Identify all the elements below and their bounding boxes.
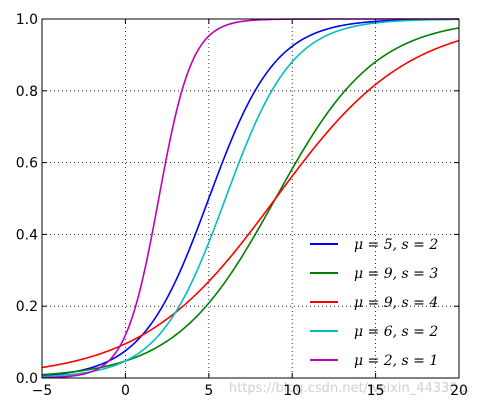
y-tick-label: 0.8 xyxy=(16,84,38,100)
y-tick-label: 0.6 xyxy=(16,156,38,172)
x-tick-label: 5 xyxy=(204,383,213,399)
y-tick-label: 1.0 xyxy=(16,12,38,28)
series-line xyxy=(41,18,460,377)
axis-ticks: −5 0 5 10 15 20 0.0 0.2 0.4 0.6 0.8 1.0 xyxy=(16,12,468,399)
watermark-text: https://blog.csdn.net/weixin_44330... xyxy=(229,381,470,396)
y-tick-label: 0.2 xyxy=(16,299,38,315)
series-line xyxy=(41,39,460,369)
x-tick-label: 10 xyxy=(283,383,301,399)
legend-label: μ = 2, s = 1 xyxy=(354,353,438,369)
x-tick-label: 0 xyxy=(121,383,130,399)
plot-frame xyxy=(41,18,460,379)
legend-label: μ = 5, s = 2 xyxy=(354,237,438,253)
legend: μ = 5, s = 2 μ = 9, s = 3 μ = 9, s = 4 μ = … xyxy=(310,237,438,369)
x-tick-label: 15 xyxy=(367,383,385,399)
y-tick-label: 0.0 xyxy=(16,371,38,387)
x-tick-label: 20 xyxy=(450,383,468,399)
grid xyxy=(42,19,459,378)
series-line xyxy=(41,18,460,378)
y-tick-label: 0.4 xyxy=(16,227,38,243)
legend-label: μ = 6, s = 2 xyxy=(354,324,438,340)
x-tick-label: −5 xyxy=(32,383,53,399)
series-line xyxy=(41,27,460,376)
legend-label: μ = 9, s = 4 xyxy=(354,295,438,311)
legend-label: μ = 9, s = 3 xyxy=(354,266,438,282)
